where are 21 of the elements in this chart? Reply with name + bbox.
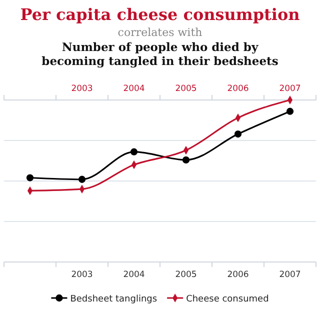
x-tick-label: 2003 (71, 270, 93, 280)
category-label: 2006 (227, 84, 249, 94)
x-tick-label: 2006 (227, 270, 249, 280)
category-label: 2003 (71, 84, 93, 94)
point (78, 176, 86, 183)
category-label: 2004 (123, 84, 145, 94)
category-label: 2007 (279, 84, 301, 94)
chart-subtitle: correlates with (118, 26, 202, 39)
point (286, 108, 294, 115)
point (182, 156, 190, 164)
text: Number of people who died by becoming tangled in their bedsheets (42, 40, 278, 68)
chart-title: Per capita cheese consumption (20, 5, 300, 24)
legend-label: Bedsheet tanglings (70, 294, 158, 304)
x-tick-label: 2004 (123, 270, 145, 280)
point (26, 174, 34, 182)
x-tick-label: 2005 (175, 270, 197, 280)
point (130, 148, 138, 156)
category-label: 2005 (175, 84, 197, 94)
x-tick-label: 2007 (279, 270, 301, 280)
legend-label: Cheese consumed (186, 294, 269, 304)
point (234, 130, 242, 138)
